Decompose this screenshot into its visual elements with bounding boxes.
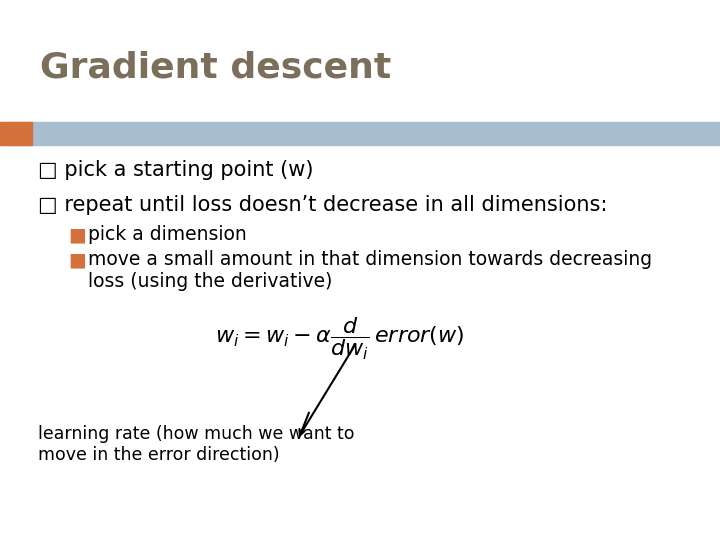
Text: pick a dimension: pick a dimension xyxy=(88,225,247,244)
Text: move a small amount in that dimension towards decreasing
loss (using the derivat: move a small amount in that dimension to… xyxy=(88,250,652,291)
Text: Gradient descent: Gradient descent xyxy=(40,50,391,84)
Text: $w_i = w_i - \alpha\dfrac{d}{dw_i}\,error(w)$: $w_i = w_i - \alpha\dfrac{d}{dw_i}\,erro… xyxy=(215,315,465,362)
Text: ■: ■ xyxy=(68,250,86,269)
Bar xyxy=(0,122,32,145)
Text: □ repeat until loss doesn’t decrease in all dimensions:: □ repeat until loss doesn’t decrease in … xyxy=(38,195,608,215)
Text: ■: ■ xyxy=(68,225,86,244)
Bar xyxy=(0,122,720,145)
Text: □ pick a starting point (w): □ pick a starting point (w) xyxy=(38,160,313,180)
Text: learning rate (how much we want to
move in the error direction): learning rate (how much we want to move … xyxy=(38,425,354,464)
